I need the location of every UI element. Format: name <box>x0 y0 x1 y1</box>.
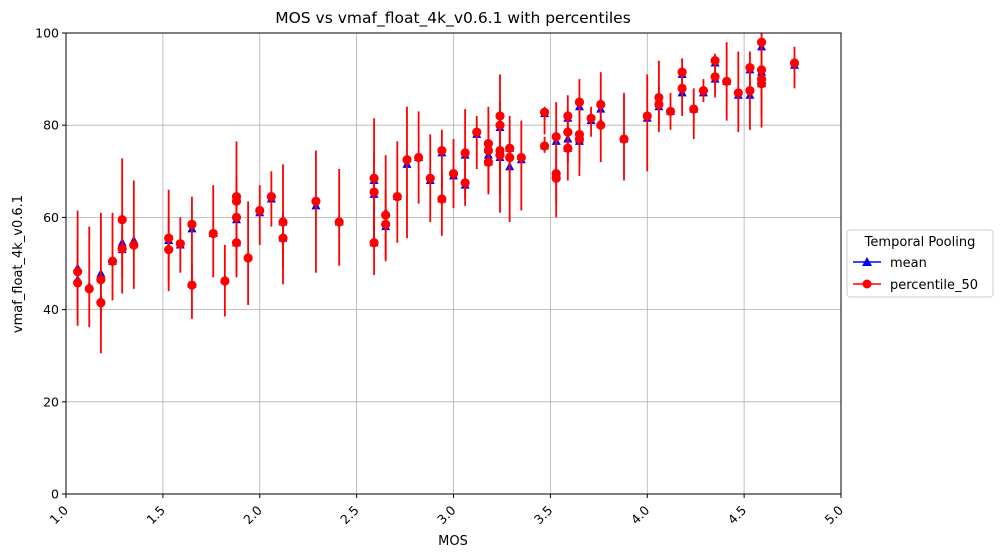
percentile-point <box>448 169 459 179</box>
percentile-point <box>574 97 585 107</box>
percentile-point <box>756 79 767 89</box>
percentile-point <box>381 210 391 220</box>
percentile-point <box>665 106 676 116</box>
percentile-point <box>369 173 379 183</box>
percentile-point <box>164 245 174 255</box>
chart-title: MOS vs vmaf_float_4k_v0.6.1 with percent… <box>275 9 631 28</box>
percentile-point <box>278 233 288 243</box>
percentile-point <box>563 111 573 121</box>
percentile-point <box>231 238 242 248</box>
percentile-point <box>756 37 767 47</box>
percentile-point <box>596 120 606 130</box>
percentile-point <box>642 111 652 121</box>
percentile-point <box>208 228 218 239</box>
percentile-point <box>175 239 185 249</box>
percentile-point <box>255 205 265 216</box>
percentile-point <box>745 62 755 73</box>
percentile-point <box>539 141 550 151</box>
percentile-point <box>369 187 379 197</box>
percentile-point <box>107 256 118 266</box>
y-tick-label: 0 <box>51 487 59 502</box>
percentile-point <box>402 155 412 165</box>
legend-mean-marker <box>862 257 872 266</box>
percentile-point <box>381 219 391 229</box>
percentile-point <box>231 212 242 222</box>
percentile-point <box>551 173 561 183</box>
percentile-point <box>756 65 767 75</box>
percentile-point <box>437 145 447 156</box>
legend-percentile-marker <box>862 279 872 289</box>
percentile-point <box>266 192 276 202</box>
legend-percentile-label: percentile_50 <box>890 278 978 293</box>
percentile-point <box>187 219 197 229</box>
y-tick-label: 80 <box>43 118 59 133</box>
percentile-point <box>96 298 106 308</box>
percentile-point <box>710 56 720 66</box>
percentile-point <box>164 233 174 243</box>
percentile-point <box>231 196 242 206</box>
percentile-point <box>243 253 253 263</box>
y-tick-label: 20 <box>43 394 59 409</box>
percentile-point <box>733 88 743 98</box>
y-tick-label: 60 <box>43 210 59 225</box>
percentile-point <box>710 72 720 82</box>
percentile-point <box>495 120 505 130</box>
percentile-point <box>483 157 493 167</box>
percentile-point <box>619 134 629 144</box>
percentile-point <box>689 104 699 114</box>
percentile-point <box>187 280 197 290</box>
percentile-point <box>129 240 139 250</box>
percentile-point <box>551 132 561 142</box>
legend-title: Temporal Pooling <box>864 235 976 250</box>
percentile-point <box>117 215 127 225</box>
y-tick-label: 40 <box>43 302 59 317</box>
percentile-point <box>495 150 505 160</box>
percentile-point <box>654 99 664 110</box>
y-tick-label: 100 <box>35 26 59 41</box>
percentile-point <box>698 86 709 96</box>
percentile-point <box>677 83 687 93</box>
percentile-point <box>789 58 800 68</box>
percentile-point <box>460 178 470 188</box>
percentile-point <box>563 127 573 137</box>
percentile-point <box>472 127 482 137</box>
percentile-point <box>516 152 526 163</box>
percentile-point <box>73 267 83 277</box>
percentile-point <box>677 67 687 77</box>
percentile-point <box>539 107 550 117</box>
percentile-point <box>334 217 344 227</box>
plot-area <box>73 33 800 354</box>
percentile-point <box>437 194 447 204</box>
legend: Temporal Pooling mean percentile_50 <box>846 229 994 298</box>
percentile-point <box>425 173 435 183</box>
percentile-point <box>596 99 606 110</box>
percentile-point <box>84 284 94 294</box>
percentile-point <box>414 152 424 163</box>
percentile-point <box>574 134 585 144</box>
percentile-point <box>505 143 515 153</box>
percentile-point <box>654 92 664 103</box>
percentile-point <box>392 192 402 202</box>
legend-box <box>846 229 994 298</box>
percentile-point <box>586 113 596 123</box>
percentile-point <box>220 276 230 286</box>
percentile-point <box>563 143 573 153</box>
percentile-point <box>722 76 732 87</box>
percentile-point <box>483 145 493 156</box>
percentile-point <box>73 278 83 288</box>
percentile-point <box>460 148 470 158</box>
percentile-point <box>311 196 321 206</box>
percentile-point <box>278 217 288 227</box>
percentile-point <box>117 244 127 254</box>
x-axis-title: MOS <box>438 534 468 549</box>
y-axis-title: vmaf_float_4k_v0.6.1 <box>11 195 26 333</box>
legend-mean-label: mean <box>890 256 927 271</box>
percentile-point <box>483 139 493 149</box>
percentile-point <box>745 86 755 96</box>
percentile-point <box>505 152 515 163</box>
percentile-point <box>96 275 106 285</box>
percentile-point <box>495 111 505 121</box>
percentile-point <box>369 238 379 248</box>
